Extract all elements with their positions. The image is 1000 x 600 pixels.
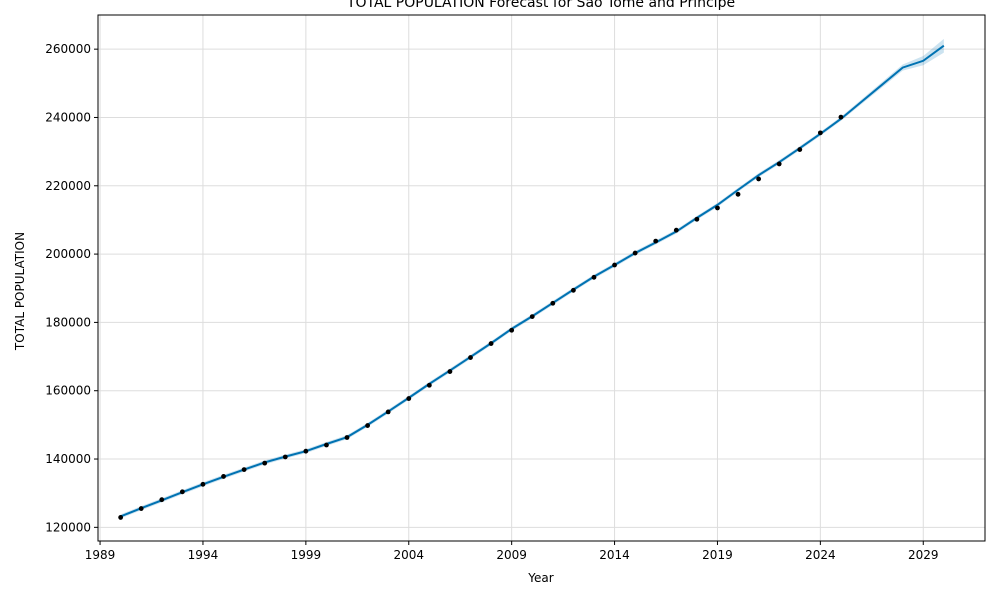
y-tick-label: 200000 xyxy=(45,247,91,261)
observed-point xyxy=(817,130,823,136)
observed-point xyxy=(344,435,350,440)
plot-frame xyxy=(97,14,986,542)
observed-point xyxy=(262,460,268,466)
y-tick-label: 240000 xyxy=(45,110,91,124)
observed-point xyxy=(241,467,247,473)
y-tick-label: 180000 xyxy=(45,315,91,329)
x-tick-label: 2014 xyxy=(599,548,630,562)
observed-point xyxy=(385,409,391,415)
observed-point xyxy=(632,250,638,256)
observed-point xyxy=(488,341,494,346)
observed-point xyxy=(797,147,803,152)
observed-point xyxy=(365,423,370,428)
x-tick-label: 2029 xyxy=(908,548,939,562)
observed-point xyxy=(591,274,597,280)
x-tick-label: 1989 xyxy=(85,548,116,562)
observed-point xyxy=(570,287,576,293)
x-axis-label: Year xyxy=(527,571,553,585)
y-tick-label: 220000 xyxy=(45,179,91,193)
observed-point xyxy=(138,506,144,511)
x-tick-label: 1994 xyxy=(188,548,219,562)
observed-point xyxy=(118,515,124,520)
observed-point xyxy=(406,396,412,401)
observed-point xyxy=(776,161,782,167)
y-tick-label: 260000 xyxy=(45,42,91,56)
observed-point xyxy=(550,300,556,306)
x-axis: 1989 1994 1999 2004 2009 2014 2019 2024 2029 xyxy=(85,541,939,562)
grid xyxy=(98,15,985,541)
y-tick-label: 140000 xyxy=(45,452,91,466)
x-tick-label: 2009 xyxy=(496,548,527,562)
observed-point xyxy=(282,454,288,460)
y-axis: 120000 140000 160000 180000 200000 220000 2400… xyxy=(45,42,98,534)
observed-point xyxy=(529,314,535,319)
observed-point xyxy=(653,238,659,244)
observed-point xyxy=(715,205,720,211)
y-tick-label: 120000 xyxy=(45,520,91,534)
observed-point xyxy=(468,355,473,360)
observed-point xyxy=(200,481,206,487)
observed-point xyxy=(694,216,700,222)
observed-point xyxy=(509,327,515,333)
y-tick-label: 160000 xyxy=(45,384,91,398)
chart-title: TOTAL POPULATION Forecast for Sao Tome a… xyxy=(346,0,735,11)
observed-point xyxy=(303,448,309,454)
observed-points xyxy=(118,114,844,520)
observed-point xyxy=(426,382,432,388)
x-tick-label: 1999 xyxy=(291,548,322,562)
observed-point xyxy=(324,442,329,448)
x-tick-label: 2024 xyxy=(805,548,836,562)
observed-point xyxy=(838,114,844,120)
y-axis-label: TOTAL POPULATION xyxy=(13,232,27,351)
observed-point xyxy=(735,191,741,197)
observed-point xyxy=(221,474,226,479)
observed-point xyxy=(447,369,453,374)
x-tick-label: 2004 xyxy=(393,548,424,562)
observed-point xyxy=(612,262,617,268)
observed-point xyxy=(179,489,185,495)
observed-point xyxy=(159,497,165,503)
x-tick-label: 2019 xyxy=(702,548,733,562)
observed-point xyxy=(673,227,679,233)
observed-point xyxy=(756,176,762,182)
